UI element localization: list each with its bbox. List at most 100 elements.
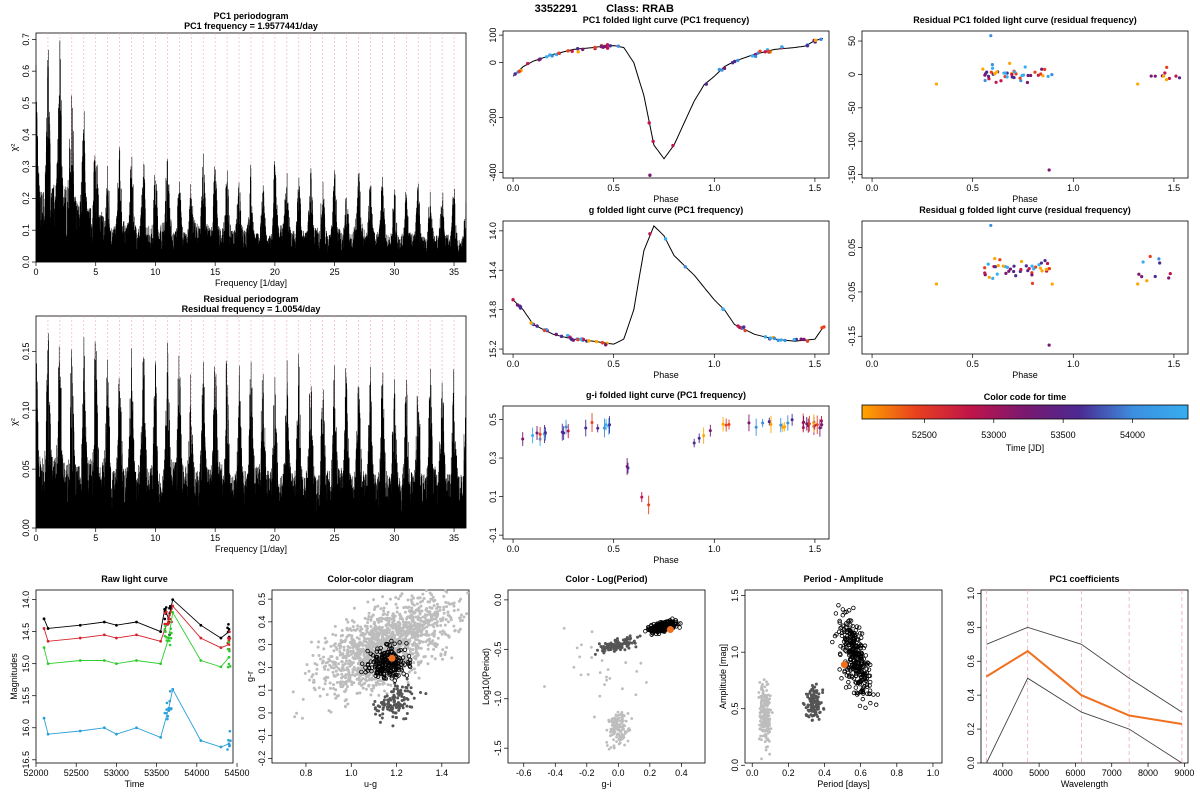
y-tick-label: 0.05 bbox=[847, 239, 857, 257]
rrc-star bbox=[373, 699, 377, 703]
background-star bbox=[414, 622, 418, 626]
background-star bbox=[340, 666, 344, 670]
background-star bbox=[313, 661, 317, 665]
rrc-star bbox=[372, 702, 376, 706]
background-star bbox=[337, 642, 341, 646]
background-star bbox=[389, 639, 393, 643]
series-point-u bbox=[165, 708, 168, 711]
background-star bbox=[362, 636, 366, 640]
series-point-i bbox=[228, 630, 231, 634]
background-star bbox=[769, 708, 773, 712]
background-star bbox=[419, 604, 423, 608]
rrab-star bbox=[844, 649, 849, 654]
rrc-star bbox=[378, 720, 382, 724]
rrab-star bbox=[857, 703, 863, 709]
residual-point bbox=[1039, 72, 1043, 76]
background-star bbox=[343, 704, 347, 708]
background-star bbox=[328, 659, 332, 663]
rrab-star bbox=[846, 618, 851, 624]
data-point bbox=[807, 422, 811, 426]
residual-point bbox=[993, 265, 997, 269]
data-point bbox=[708, 429, 712, 433]
series-point-r bbox=[169, 636, 173, 640]
background-star bbox=[382, 647, 386, 651]
rrc-star bbox=[813, 696, 817, 700]
background-star bbox=[759, 695, 763, 699]
x-tick-label: 8000 bbox=[1138, 768, 1158, 778]
x-axis-label: Period [days] bbox=[817, 779, 870, 789]
rrc-star bbox=[817, 692, 821, 696]
rrab-star bbox=[374, 655, 379, 660]
rrc-star bbox=[405, 677, 409, 681]
background-star bbox=[370, 648, 374, 652]
rrab-star bbox=[856, 680, 861, 686]
background-star bbox=[411, 596, 415, 600]
series-point-r bbox=[78, 659, 82, 662]
y-tick-label: 0.8 bbox=[966, 621, 976, 634]
residual-point bbox=[1013, 70, 1017, 74]
background-star bbox=[325, 640, 329, 644]
background-star bbox=[410, 594, 414, 598]
background-star bbox=[434, 617, 438, 621]
series-point-r bbox=[219, 665, 223, 669]
background-star bbox=[562, 626, 566, 630]
rrc-star bbox=[378, 713, 382, 717]
panel-pc1_coefficients: PC1 coefficients 4000 5000 6000 7000 8000 9000… bbox=[966, 574, 1194, 789]
data-point bbox=[753, 54, 758, 59]
colorbar-title: Color code for time bbox=[984, 392, 1067, 402]
data-point bbox=[813, 38, 818, 42]
background-star bbox=[458, 616, 462, 620]
rrc-star bbox=[620, 645, 624, 649]
rrc-star bbox=[395, 687, 399, 691]
background-star bbox=[586, 673, 590, 676]
background-star bbox=[418, 630, 422, 634]
background-star bbox=[357, 652, 361, 656]
series-point-r bbox=[135, 659, 138, 662]
data-point bbox=[783, 338, 787, 343]
background-star bbox=[433, 629, 437, 633]
background-star bbox=[432, 604, 436, 608]
background-star bbox=[338, 650, 342, 654]
background-star bbox=[346, 648, 350, 652]
y-tick-label: -400 bbox=[488, 163, 498, 181]
data-point bbox=[581, 47, 585, 52]
residual-point bbox=[1047, 267, 1052, 271]
rrab-star bbox=[853, 648, 858, 653]
background-star bbox=[343, 699, 347, 703]
rrab-star bbox=[858, 643, 863, 649]
residual-point bbox=[1045, 261, 1050, 266]
background-star bbox=[372, 622, 376, 626]
background-star bbox=[326, 660, 330, 664]
x-tick-label: 5000 bbox=[1029, 768, 1049, 778]
residual-point bbox=[993, 256, 997, 261]
residual-point bbox=[1038, 266, 1043, 270]
rrab-star bbox=[860, 689, 865, 694]
background-star bbox=[590, 630, 594, 634]
residual-point bbox=[1167, 276, 1171, 280]
residual-point bbox=[983, 266, 987, 270]
rrc-star bbox=[816, 707, 820, 711]
rrab-star bbox=[656, 624, 662, 629]
background-star bbox=[353, 657, 357, 661]
background-star bbox=[458, 627, 462, 631]
rrab-star bbox=[837, 618, 842, 624]
rrc-star bbox=[378, 705, 382, 709]
background-star bbox=[459, 613, 463, 617]
rrab-star bbox=[404, 673, 410, 678]
background-star bbox=[376, 637, 380, 641]
background-star bbox=[608, 734, 612, 738]
background-star bbox=[386, 683, 390, 687]
background-star bbox=[575, 646, 579, 650]
rrab-star bbox=[662, 624, 667, 630]
rrab-star bbox=[652, 627, 657, 632]
data-point bbox=[704, 82, 708, 86]
periodogram-trace bbox=[35, 333, 467, 528]
background-star bbox=[317, 640, 321, 644]
background-star bbox=[620, 721, 624, 724]
background-star bbox=[383, 617, 387, 621]
series-point-u bbox=[46, 732, 50, 736]
x-axis-label: g-i bbox=[601, 779, 611, 789]
background-star bbox=[347, 659, 351, 663]
background-star bbox=[382, 606, 386, 610]
rrab-star bbox=[677, 625, 682, 630]
